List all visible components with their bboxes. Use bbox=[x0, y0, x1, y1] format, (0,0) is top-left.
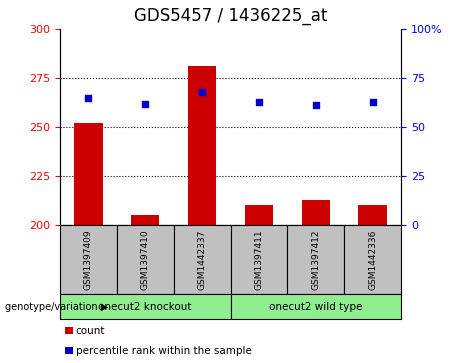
Bar bbox=[131, 215, 160, 225]
Title: GDS5457 / 1436225_at: GDS5457 / 1436225_at bbox=[134, 7, 327, 25]
Bar bbox=[358, 205, 387, 225]
Bar bbox=[188, 66, 216, 225]
Point bbox=[142, 101, 149, 106]
Point bbox=[198, 89, 206, 95]
Text: GSM1397409: GSM1397409 bbox=[84, 229, 93, 290]
Text: GSM1397411: GSM1397411 bbox=[254, 229, 263, 290]
Text: onecut2 wild type: onecut2 wild type bbox=[269, 302, 362, 312]
Point bbox=[369, 99, 376, 105]
Text: GSM1397410: GSM1397410 bbox=[141, 229, 150, 290]
Bar bbox=[301, 200, 330, 225]
Text: count: count bbox=[76, 326, 105, 336]
Text: percentile rank within the sample: percentile rank within the sample bbox=[76, 346, 252, 356]
Point bbox=[255, 99, 263, 105]
Point bbox=[85, 95, 92, 101]
Point bbox=[312, 103, 319, 109]
Text: GSM1442337: GSM1442337 bbox=[198, 229, 207, 290]
Text: GSM1397412: GSM1397412 bbox=[311, 229, 320, 290]
Text: genotype/variation ▶: genotype/variation ▶ bbox=[5, 302, 108, 312]
Bar bbox=[74, 123, 102, 225]
Text: onecut2 knockout: onecut2 knockout bbox=[99, 302, 192, 312]
Bar bbox=[245, 205, 273, 225]
Text: GSM1442336: GSM1442336 bbox=[368, 229, 377, 290]
